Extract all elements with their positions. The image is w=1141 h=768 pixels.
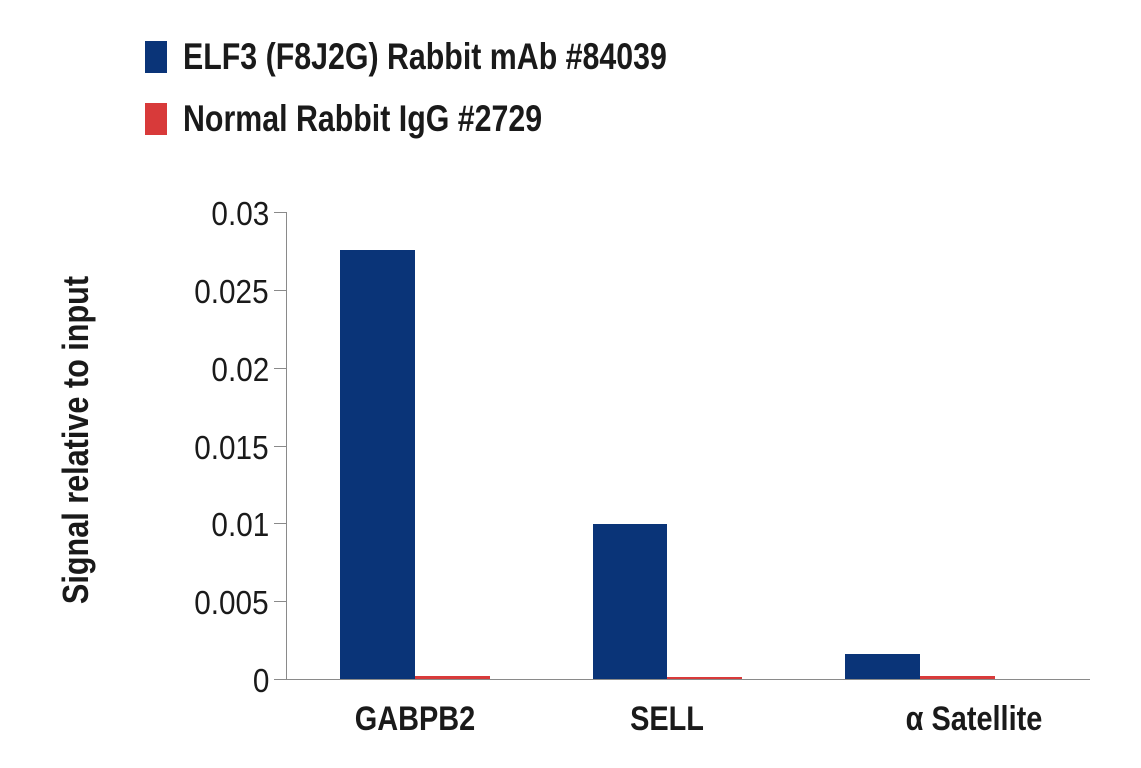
legend-item-elf3: ELF3 (F8J2G) Rabbit mAb #84039	[145, 36, 773, 78]
y-axis-label: Signal relative to input	[55, 275, 96, 605]
bar-sell-igg	[667, 677, 742, 679]
x-axis	[286, 679, 1090, 680]
bar-alpha-satellite-elf3	[845, 654, 920, 679]
y-tick-label: 0.015	[194, 429, 269, 466]
y-tick-label: 0.025	[194, 273, 269, 310]
x-category-label: GABPB2	[354, 700, 476, 738]
bar-alpha-satellite-igg	[920, 676, 995, 679]
y-tick-label: 0.03	[211, 195, 269, 232]
y-tick-label: 0	[252, 662, 269, 699]
x-category-label: SELL	[630, 700, 704, 738]
x-category-label: α Satellite	[905, 700, 1043, 738]
y-tick-label: 0.01	[211, 506, 269, 543]
y-tick	[274, 290, 286, 291]
legend-swatch-red	[145, 103, 167, 135]
legend-item-igg: Normal Rabbit IgG #2729	[145, 98, 621, 140]
y-tick	[274, 212, 286, 213]
y-tick-label: 0.02	[211, 351, 269, 388]
bar-gabpb2-elf3	[340, 250, 415, 679]
legend-label: Normal Rabbit IgG #2729	[183, 98, 543, 139]
y-tick	[274, 368, 286, 369]
y-tick	[274, 446, 286, 447]
bar-sell-elf3	[593, 524, 667, 679]
legend-label: ELF3 (F8J2G) Rabbit mAb #84039	[183, 36, 667, 77]
y-tick	[274, 523, 286, 524]
y-axis	[286, 212, 287, 679]
bar-gabpb2-igg	[415, 676, 490, 679]
y-tick	[274, 679, 286, 680]
legend-swatch-blue	[145, 41, 167, 73]
y-tick	[274, 601, 286, 602]
y-tick-label: 0.005	[194, 584, 269, 621]
